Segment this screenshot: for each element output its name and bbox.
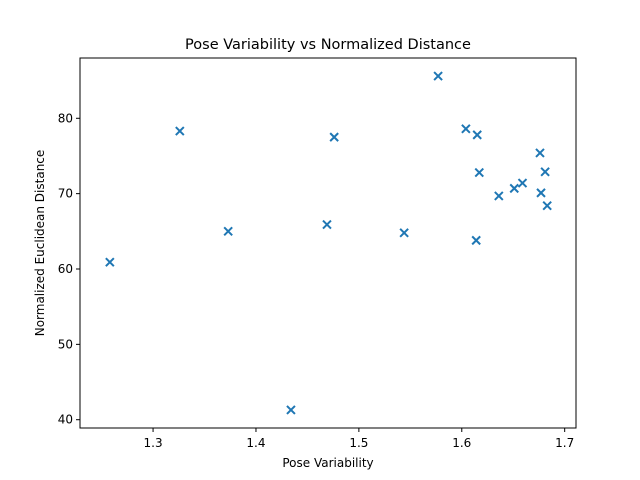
data-point — [223, 226, 233, 237]
plot-area-frame — [79, 57, 577, 429]
data-point — [175, 126, 185, 136]
data-point — [509, 183, 519, 194]
chart-title: Pose Variability vs Normalized Distance — [185, 37, 471, 53]
x-tick-label: 1.5 — [349, 436, 368, 450]
x-axis-ticks: 1.3 1.4 1.5 1.6 1.7 — [144, 428, 574, 450]
data-point — [399, 228, 409, 238]
data-point — [517, 178, 528, 188]
x-tick-label: 1.7 — [555, 436, 574, 450]
data-point — [461, 124, 471, 134]
y-tick-label: 40 — [58, 413, 73, 427]
data-point — [433, 71, 443, 81]
y-axis-ticks: 40 50 60 70 80 — [58, 111, 80, 427]
data-point — [286, 405, 296, 415]
data-point — [535, 148, 545, 158]
y-tick-label: 70 — [58, 187, 73, 201]
data-point — [536, 188, 546, 198]
data-point — [105, 257, 115, 267]
y-tick-label: 50 — [58, 337, 73, 351]
data-point — [329, 132, 339, 142]
data-point — [494, 191, 504, 201]
data-point — [542, 200, 552, 211]
y-axis-label: Normalized Euclidean Distance — [33, 150, 47, 337]
x-tick-label: 1.6 — [452, 436, 471, 450]
data-point — [540, 167, 550, 177]
data-points — [105, 71, 552, 415]
x-axis-label: Pose Variability — [282, 456, 373, 470]
data-point — [472, 130, 482, 140]
y-tick-label: 60 — [58, 262, 73, 276]
data-point — [474, 167, 484, 178]
x-tick-label: 1.3 — [144, 436, 163, 450]
y-tick-label: 80 — [58, 111, 73, 125]
data-point — [322, 219, 332, 230]
data-point — [471, 235, 481, 246]
x-tick-label: 1.4 — [246, 436, 265, 450]
